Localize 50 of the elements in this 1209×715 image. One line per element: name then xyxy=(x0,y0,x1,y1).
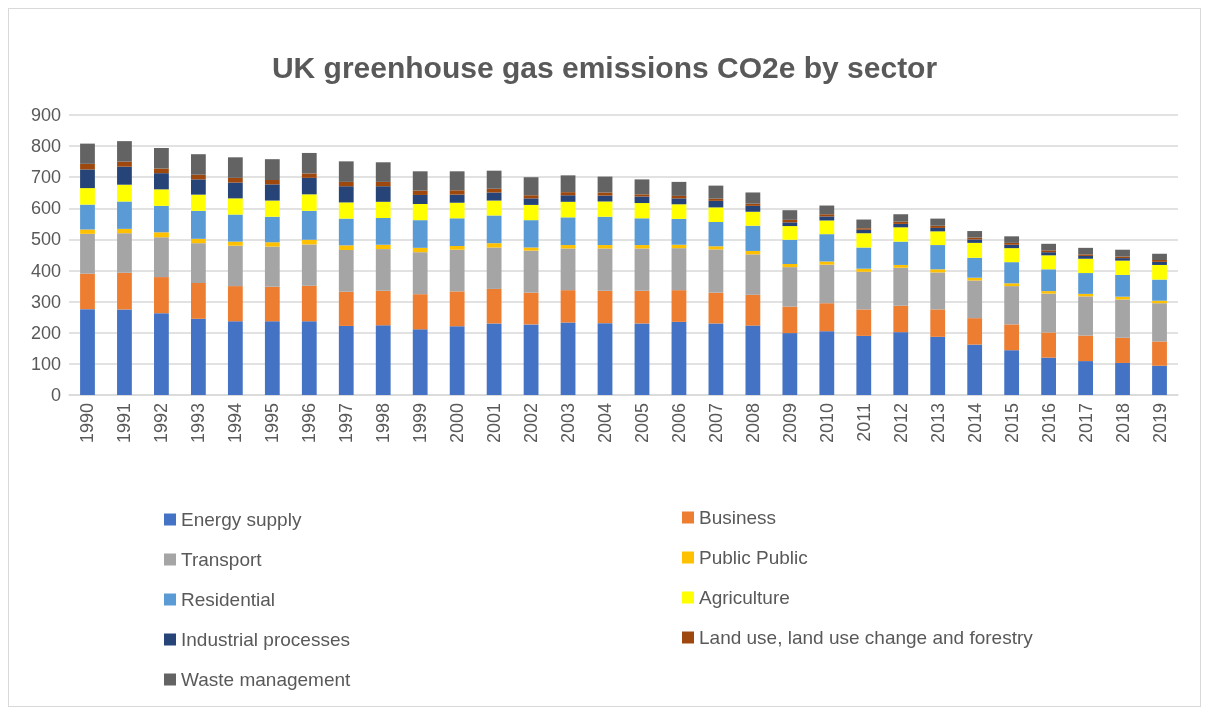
x-tick-label: 2009 xyxy=(779,403,800,444)
legend-label: Residential xyxy=(181,589,275,610)
x-tick-label: 2010 xyxy=(816,403,837,444)
y-tick-label: 300 xyxy=(30,291,61,312)
x-tick-label: 2013 xyxy=(927,403,948,444)
x-tick-label: 1998 xyxy=(373,403,394,444)
legend-label: Agriculture xyxy=(699,587,790,608)
x-tick-label: 2017 xyxy=(1075,403,1096,444)
x-tick-label: 1995 xyxy=(262,403,283,444)
legend-label: Land use, land use change and forestry xyxy=(699,627,1034,648)
x-tick-label: 2004 xyxy=(595,403,616,444)
y-tick-label: 100 xyxy=(30,353,61,374)
y-tick-label: 500 xyxy=(30,229,61,250)
x-tick-label: 1997 xyxy=(336,403,357,444)
x-tick-label: 2001 xyxy=(484,403,505,444)
y-tick-label: 900 xyxy=(30,105,61,125)
legend-label: Waste management xyxy=(181,669,352,690)
x-tick-label: 2000 xyxy=(447,403,468,444)
x-tick-label: 2006 xyxy=(668,403,689,444)
legend-label: Public Public xyxy=(699,547,808,568)
x-tick-label: 1992 xyxy=(151,403,172,444)
legend-label: Transport xyxy=(181,549,263,570)
x-tick-label: 2008 xyxy=(742,403,763,444)
y-tick-label: 800 xyxy=(30,136,61,157)
x-tick-label: 1991 xyxy=(114,403,135,444)
x-tick-label: 2016 xyxy=(1038,403,1059,444)
x-tick-label: 2012 xyxy=(890,403,911,444)
x-tick-label: 2011 xyxy=(853,403,874,442)
x-tick-label: 2007 xyxy=(705,403,726,444)
y-tick-label: 700 xyxy=(30,167,61,188)
y-tick-label: 0 xyxy=(50,385,61,405)
x-tick-label: 2015 xyxy=(1001,403,1022,444)
chart-title: UK greenhouse gas emissions CO2e by sector xyxy=(271,50,938,84)
y-tick-label: 400 xyxy=(30,260,61,281)
x-tick-label: 2002 xyxy=(521,403,542,444)
y-tick-label: 600 xyxy=(30,198,61,219)
legend-label: Business xyxy=(699,507,777,528)
y-tick-label: 200 xyxy=(30,322,61,343)
x-tick-label: 2018 xyxy=(1112,403,1133,444)
x-tick-label: 1993 xyxy=(188,403,209,444)
x-tick-label: 1999 xyxy=(410,403,431,444)
legend-label: Industrial processes xyxy=(181,629,350,650)
x-tick-label: 2014 xyxy=(964,403,985,444)
x-tick-label: 1994 xyxy=(225,403,246,444)
legend-label: Energy supply xyxy=(181,509,302,530)
x-tick-label: 1996 xyxy=(299,403,320,444)
x-tick-label: 2005 xyxy=(631,403,652,444)
x-tick-label: 2019 xyxy=(1149,403,1170,444)
x-tick-label: 2003 xyxy=(558,403,579,444)
x-tick-label: 1990 xyxy=(77,403,98,444)
